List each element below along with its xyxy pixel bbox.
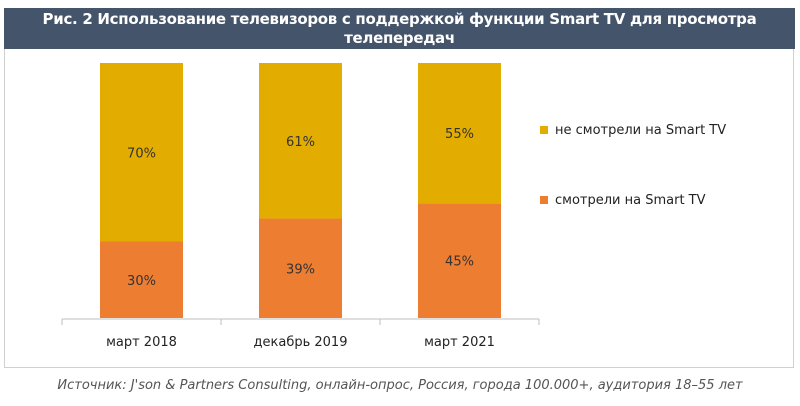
data-label: 45%: [445, 255, 474, 270]
chart-title: Рис. 2 Использование телевизоров с подде…: [4, 8, 795, 49]
data-label: 30%: [127, 274, 156, 289]
bar-segment: [259, 218, 342, 318]
legend-swatch: [540, 196, 548, 204]
category-label: март 2018: [106, 335, 177, 350]
legend-swatch: [540, 126, 548, 134]
source-note: Источник: J'son & Partners Consulting, о…: [57, 378, 743, 393]
category-label: март 2021: [424, 335, 495, 350]
legend-label: не смотрели на Smart TV: [555, 123, 726, 138]
data-label: 39%: [286, 262, 315, 277]
data-label: 61%: [286, 135, 315, 150]
bar-segment: [259, 63, 342, 219]
data-label: 70%: [127, 146, 156, 161]
legend-label: смотрели на Smart TV: [555, 193, 706, 208]
bar-segment: [418, 63, 501, 204]
category-label: декабрь 2019: [254, 335, 348, 350]
bar-segment: [100, 63, 183, 242]
chart-panel: [4, 49, 794, 368]
bar-segment: [418, 203, 501, 318]
bar-segment: [100, 241, 183, 318]
data-label: 55%: [445, 127, 474, 142]
